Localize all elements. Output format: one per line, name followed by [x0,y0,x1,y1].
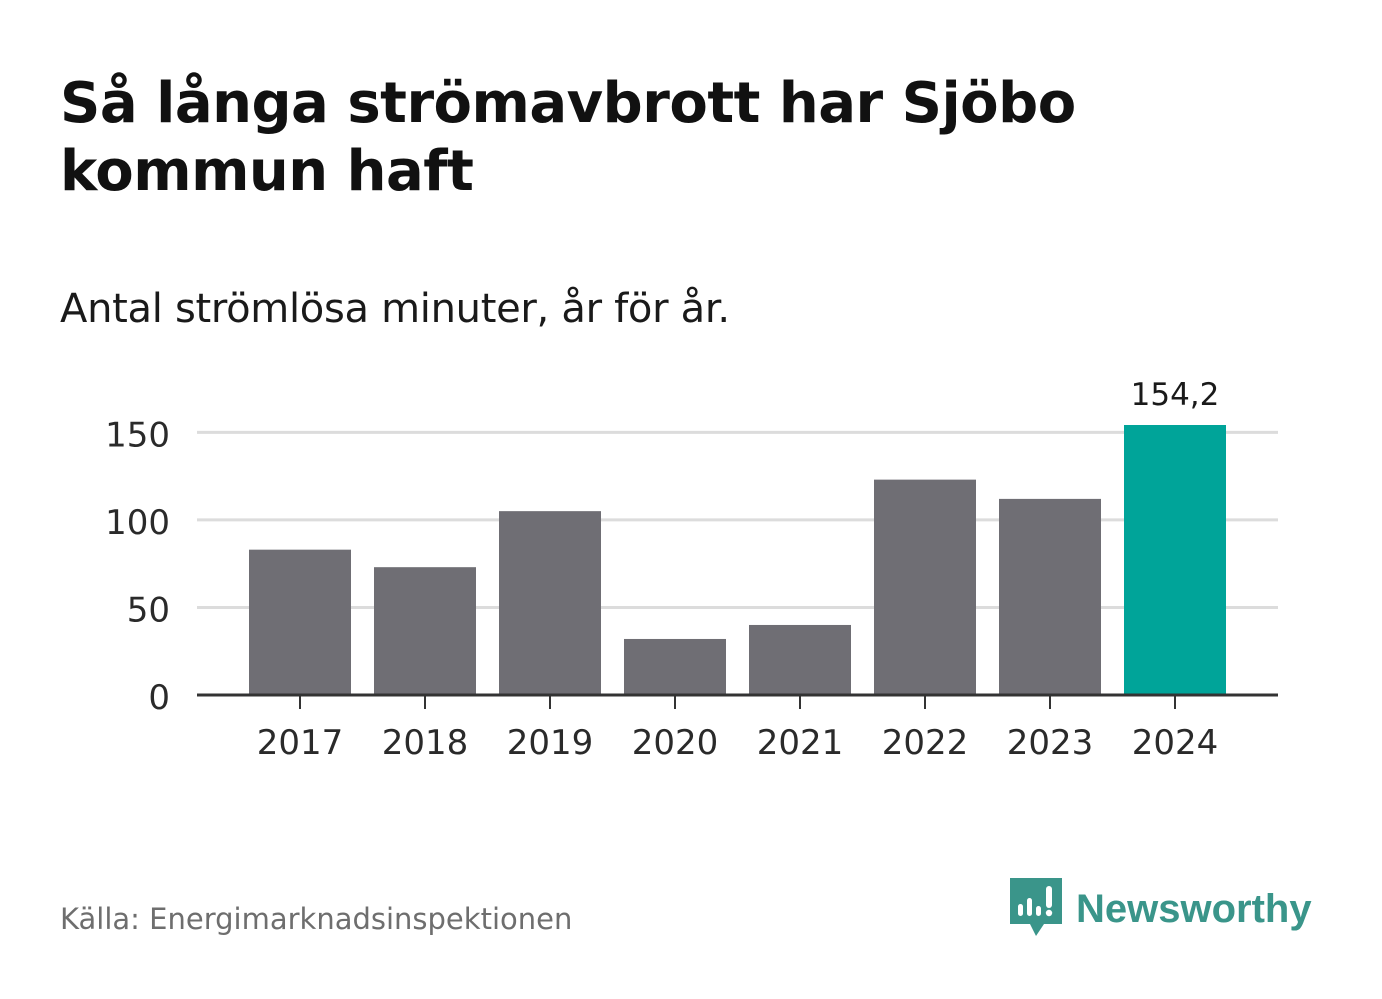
chart-subtitle: Antal strömlösa minuter, år för år. [60,286,730,332]
chart-title: Så långa strömavbrott har Sjöbo kommun h… [60,71,1076,204]
x-tick-label: 2023 [1007,723,1094,763]
bar [624,638,726,695]
newsworthy-logo-icon [1010,878,1062,936]
bar [1124,425,1226,695]
source-note: Källa: Energimarknadsinspektionen [60,902,573,936]
bar [249,549,351,695]
bar [374,567,476,695]
y-tick-label: 0 [148,678,170,718]
x-tick-label: 2019 [507,723,594,763]
x-tick-label: 2022 [882,723,969,763]
y-tick-label: 150 [105,415,170,455]
x-tick-label: 2024 [1132,723,1219,763]
brand-logo: Newsworthy [1010,878,1312,940]
bar [874,479,976,695]
brand-name: Newsworthy [1076,886,1312,931]
x-tick-label: 2017 [257,723,344,763]
y-tick-label: 50 [127,590,170,630]
x-tick-label: 2018 [382,723,469,763]
x-tick-label: 2020 [632,723,719,763]
bar [999,498,1101,695]
y-tick-label: 100 [105,503,170,543]
bar [749,624,851,695]
data-label: 154,2 [1131,377,1220,413]
x-tick-label: 2021 [757,723,844,763]
bar [499,511,601,695]
